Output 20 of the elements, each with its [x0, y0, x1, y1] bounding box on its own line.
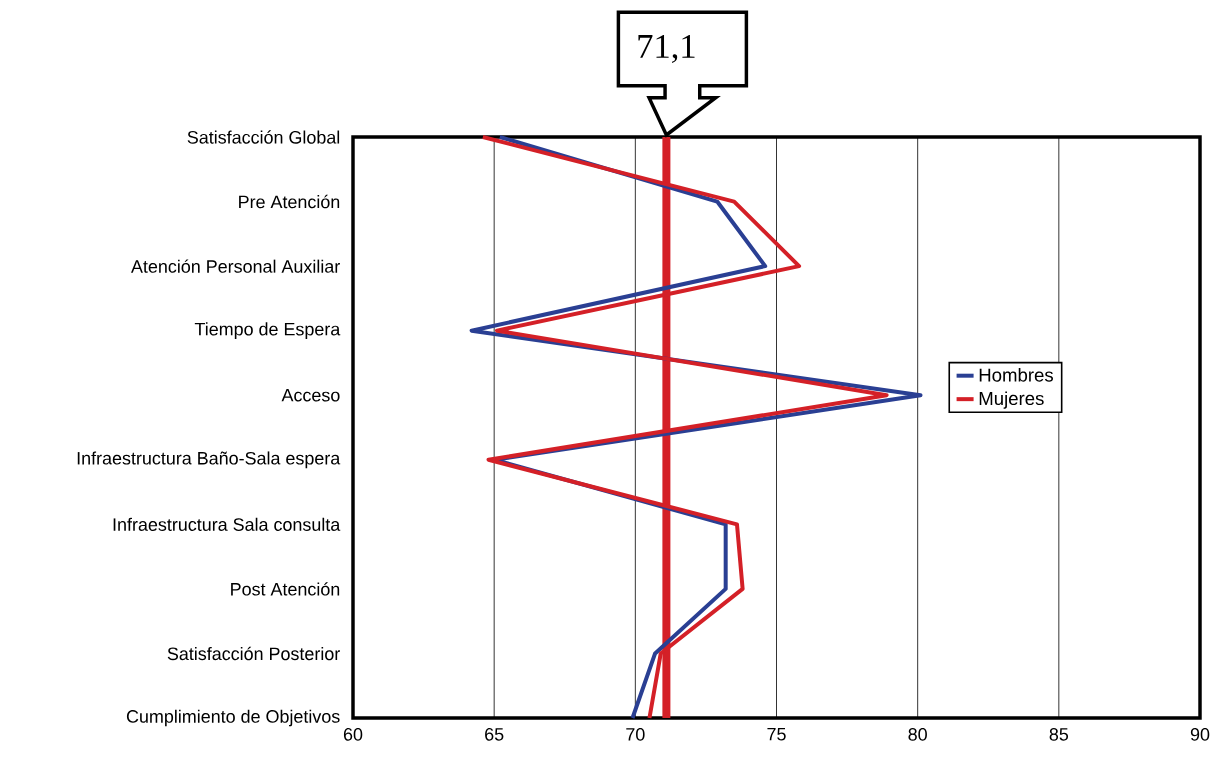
y-tick-label: Cumplimiento de Objetivos [126, 709, 340, 727]
y-tick-label: Infraestructura Sala consulta [113, 517, 341, 531]
ref-line-label: 71,1 [638, 34, 695, 64]
y-tick-label: Post Atención [231, 582, 340, 596]
legend-label: Mujeres [979, 391, 1044, 409]
x-tick-label: 85 [1049, 728, 1069, 741]
x-tick-label: 80 [908, 728, 927, 741]
x-tick-label: 60 [343, 728, 363, 741]
x-tick-label: 90 [1190, 728, 1210, 741]
y-tick-label: Acceso [281, 388, 340, 402]
y-tick-label: Satisfacción Global [187, 130, 340, 144]
x-tick-label: 75 [767, 728, 786, 741]
y-tick-label: Pre Atención [239, 194, 340, 209]
y-tick-label: Atención Personal Auxiliar [131, 259, 340, 273]
y-tick-label: Tiempo de Espera [194, 322, 341, 340]
x-tick-label: 70 [626, 728, 645, 741]
y-tick-label: Satisfacción Posterior [167, 646, 340, 661]
legend-label: Hombres [979, 367, 1053, 382]
x-tick-label: 65 [485, 728, 504, 741]
y-tick-label: Infraestructura Baño-Sala espera [77, 451, 341, 469]
